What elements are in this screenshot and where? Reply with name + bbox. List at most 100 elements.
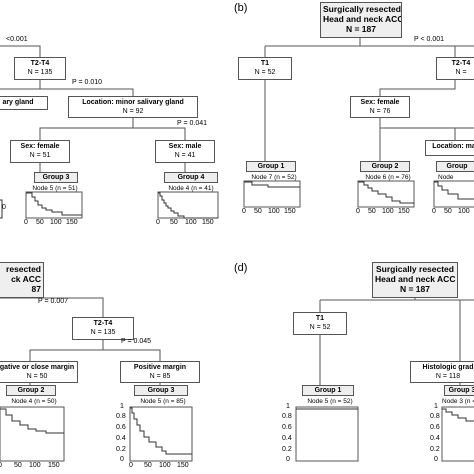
a-km-group3-node: Node 5 (n = 51) xyxy=(32,185,78,192)
d-km-group1: Group 1 Node 5 (n = 52) 1 0.8 0.6 0.4 0.… xyxy=(280,385,360,473)
b-km3-tick-0: 0 xyxy=(432,208,436,215)
a-node-male-title: Sex: male xyxy=(168,143,202,150)
c-root-n: 87 xyxy=(31,284,41,294)
c-node-negative-margin: gative or close margin N = 50 xyxy=(0,361,78,383)
c-km3-ytick-08: 0.8 xyxy=(116,413,126,420)
c-km2-tick-50: 50 xyxy=(14,462,22,469)
c-node-t2t4-n: N = 135 xyxy=(90,329,116,336)
a-node-female: Sex: female N = 51 xyxy=(10,140,70,163)
b-km-group1-plot xyxy=(243,180,301,208)
b-root-line1: Surgically resected xyxy=(323,4,401,14)
b-node-location: Location: maj xyxy=(425,140,474,156)
b-node-female: Sex: female N = 76 xyxy=(350,96,410,118)
b-node-female-title: Sex: female xyxy=(360,99,400,106)
panel-d-label: (d) xyxy=(234,262,248,274)
b-km-group2-plot xyxy=(357,180,415,208)
d-km1-ytick-02: 0.2 xyxy=(282,446,292,453)
d-node-histologic-grade-n: N = 118 xyxy=(435,373,461,380)
a-node-major-gland: ary gland xyxy=(0,96,48,110)
c-km3-ytick-04: 0.4 xyxy=(116,435,126,442)
a-km3-tick-0: 0 xyxy=(24,219,28,226)
b-km-group3-label: Group xyxy=(436,161,474,172)
b-node-location-title: Location: maj xyxy=(432,143,474,150)
c-node-positive-margin: Positive margin N = 85 xyxy=(120,361,200,383)
b-km-group2-node: Node 6 (n = 76) xyxy=(365,174,411,181)
b-km-group1-node: Node 7 (n = 52) xyxy=(251,174,297,181)
b-km-group3-node: Node xyxy=(438,174,454,181)
b-km2-tick-0: 0 xyxy=(356,208,360,215)
a-km3-tick-50: 50 xyxy=(36,219,44,226)
c-km3-ytick-06: 0.6 xyxy=(116,424,126,431)
a-t2t4-p-value: P = 0.010 xyxy=(72,79,103,86)
c-node-t2t4-title: T2-T4 xyxy=(93,320,113,327)
c-km2-tick-0: 0 xyxy=(0,462,2,469)
a-node-minor-gland: Location: minor salivary gland N = 92 xyxy=(68,96,198,118)
b-km-group2-label: Group 2 xyxy=(360,161,410,172)
d-node-histologic-grade: Histologic grad N = 118 xyxy=(410,361,474,383)
d-km-group3-label: Group 3 xyxy=(444,385,474,396)
b-km1-tick-100: 100 xyxy=(268,208,280,215)
c-km3-ytick-1: 1 xyxy=(120,403,124,410)
c-km-group2-plot xyxy=(0,406,65,462)
d-km1-ytick-04: 0.4 xyxy=(282,435,292,442)
b-km2-tick-100: 100 xyxy=(382,208,394,215)
b-node-t2t4-title: T2-T4 xyxy=(451,60,471,67)
a-km4-tick-100: 100 xyxy=(185,219,197,226)
a-km4-tick-50: 50 xyxy=(170,219,178,226)
d-node-histologic-grade-title: Histologic grad xyxy=(422,364,474,371)
b-km-group3-plot xyxy=(433,180,474,208)
b-km1-tick-0: 0 xyxy=(242,208,246,215)
panel-b-label: (b) xyxy=(234,2,248,14)
b-root-line2: Head and neck ACC xyxy=(323,14,402,24)
c-km-group2-label: Group 2 xyxy=(6,385,56,396)
a-km-group4-plot xyxy=(157,191,219,219)
c-km-group3-plot xyxy=(129,406,193,462)
b-km3-tick-100: 100 xyxy=(458,208,470,215)
d-km3-ytick-0: 0 xyxy=(434,456,438,463)
a-km-cut: 0 xyxy=(0,173,10,228)
d-km1-ytick-08: 0.8 xyxy=(282,413,292,420)
c-km2-tick-100: 100 xyxy=(29,462,41,469)
a-km3-tick-100: 100 xyxy=(50,219,62,226)
d-root-line1: Surgically resected xyxy=(376,264,454,274)
a-node-male: Sex: male N = 41 xyxy=(155,140,215,163)
d-node-t1-title: T1 xyxy=(315,315,325,322)
d-km3-ytick-04: 0.4 xyxy=(430,435,440,442)
a-node-t2t4: T2-T4 N = 135 xyxy=(14,57,66,80)
c-km3-tick-0: 0 xyxy=(129,462,133,469)
c-node-t2t4: T2-T4 N = 135 xyxy=(72,317,134,340)
b-node-t1-n: N = 52 xyxy=(254,69,276,76)
b-node-t2t4: T2-T4 N = xyxy=(436,57,474,80)
c-root-line1: resected xyxy=(6,264,41,274)
a-node-minor-gland-title: Location: minor salivary gland xyxy=(82,99,184,106)
c-node-positive-margin-title: Positive margin xyxy=(133,364,187,371)
b-km-group1: Group 1 Node 7 (n = 52) 0 50 100 150 xyxy=(238,161,301,221)
a-node-minor-gland-n: N = 92 xyxy=(122,108,144,115)
a-root-p-value: <0.001 xyxy=(6,36,28,43)
d-km3-ytick-02: 0.2 xyxy=(430,446,440,453)
d-km-group3: Group 3 Node 3 (n = 1 0.8 0.6 0.4 0.2 0 xyxy=(430,385,474,473)
b-node-t1-title: T1 xyxy=(260,60,270,67)
c-km-group3: Group 3 Node 5 (n = 85) 1 0.8 0.6 0.4 0.… xyxy=(116,385,194,473)
c-km-group2-node: Node 4 (n = 50) xyxy=(11,398,57,405)
d-km-group1-node: Node 5 (n = 52) xyxy=(307,398,353,405)
c-km3-ytick-0: 0 xyxy=(120,456,124,463)
d-km3-ytick-08: 0.8 xyxy=(430,413,440,420)
a-km4-tick-150: 150 xyxy=(202,219,214,226)
b-node-t1: T1 N = 52 xyxy=(238,57,292,80)
d-km-group3-plot xyxy=(441,406,474,462)
c-km3-tick-50: 50 xyxy=(144,462,152,469)
b-km1-tick-150: 150 xyxy=(284,208,296,215)
b-km1-tick-50: 50 xyxy=(254,208,262,215)
a-node-female-n: N = 51 xyxy=(29,152,51,159)
c-km2-tick-150: 150 xyxy=(48,462,60,469)
a-km-cut-svg xyxy=(0,199,3,219)
a-km4-tick-0: 0 xyxy=(156,219,160,226)
b-node-female-n: N = 76 xyxy=(369,108,391,115)
b-km-group3: Group Node 0 50 100 xyxy=(428,161,474,221)
c-km3-tick-150: 150 xyxy=(177,462,189,469)
c-km-group3-node: Node 5 (n = 85) xyxy=(140,398,186,405)
c-root-p-value: P = 0.007 xyxy=(38,298,69,305)
a-km-group4-label: Group 4 xyxy=(164,172,218,183)
a-node-major-gland-title: ary gland xyxy=(2,99,34,106)
